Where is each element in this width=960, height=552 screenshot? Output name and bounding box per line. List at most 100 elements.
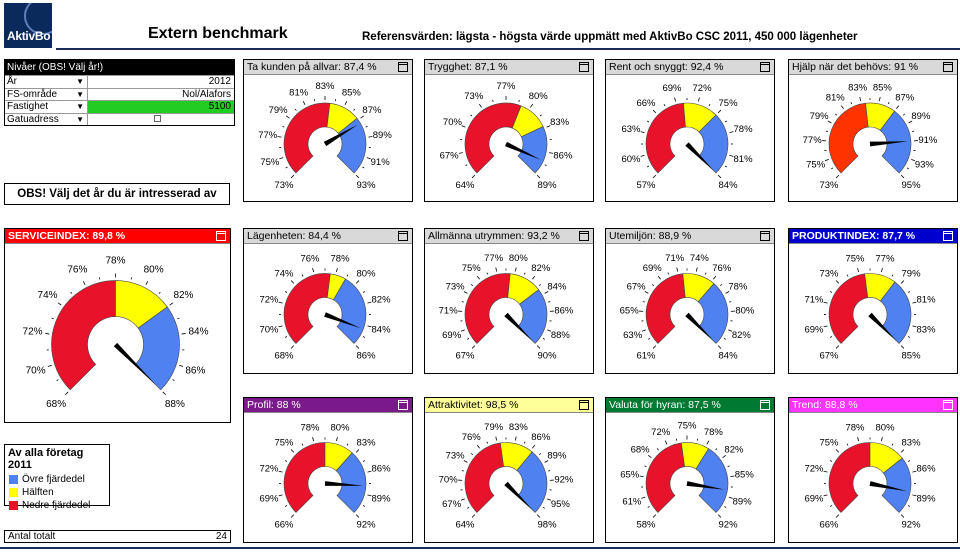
gauge-tick-label: 73% [446, 282, 466, 293]
gauge-tick [729, 131, 734, 133]
maximize-icon[interactable] [760, 231, 770, 241]
gauge-tick-label: 72% [651, 427, 671, 438]
gauge-title-text: Lägenheten: 84,4 % [247, 230, 341, 242]
maximize-icon[interactable] [398, 400, 408, 410]
gauge-tick [902, 113, 906, 116]
gauge-tick [717, 174, 722, 179]
gauge-title-text: Attraktivitet: 98,5 % [428, 399, 519, 411]
gauge-svg: 61% 63% 65% 67% 69%71% 74%76% 78% 80% 82% 84% [620, 253, 755, 362]
maximize-icon[interactable] [579, 400, 589, 410]
gauge-tick [461, 470, 464, 472]
gauge-tick-label: 85% [342, 87, 362, 98]
gauge-tick-label: 71% [665, 253, 685, 264]
gauge-tick [278, 470, 283, 473]
filter-value-year[interactable]: 2012 [208, 76, 231, 87]
dropdown-arrow-icon[interactable]: ▼ [76, 102, 84, 111]
gauge-tick [651, 284, 655, 286]
filter-row-fastighet[interactable]: Fastighet ▼ 5100 [5, 100, 234, 113]
gauge-tick [907, 291, 911, 293]
gauge-tick [169, 302, 174, 306]
filter-value-fs-omrade[interactable]: Nol/Alafors [182, 88, 231, 100]
gauge-tick [642, 301, 645, 303]
gauge-tick [724, 165, 728, 168]
maximize-icon[interactable] [943, 231, 953, 241]
gauge-tick [900, 514, 905, 518]
checkbox-icon[interactable] [154, 114, 161, 122]
gauge-tick [285, 166, 288, 169]
dropdown-arrow-icon[interactable]: ▼ [76, 77, 84, 86]
maximize-icon[interactable] [760, 62, 770, 72]
gauge-title: Ta kunden på allvar: 87,4 % [244, 60, 412, 75]
gauge-tick [900, 174, 905, 179]
gauge-tick [70, 291, 73, 294]
gauge-title: Allmänna utrymmen: 93,2 % [425, 229, 593, 244]
filter-row-gatuadress[interactable]: Gatuadress ▼ [5, 112, 234, 126]
gauge-tick-label: 89% [917, 494, 937, 505]
gauge-tick [652, 514, 657, 518]
gauge-tick [172, 379, 175, 381]
gauge-tick [365, 126, 368, 128]
maximize-icon[interactable] [943, 62, 953, 72]
gauge-tick [908, 120, 913, 124]
maximize-icon[interactable] [398, 62, 408, 72]
gauge-tick [695, 267, 698, 272]
gauge-tick [829, 505, 833, 507]
gauge-tick-label: 83% [550, 117, 570, 128]
gauge-tick [82, 281, 86, 286]
filter-value-gatuadress[interactable] [88, 114, 234, 126]
gauge-title: PRODUKTINDEX: 87,7 % [789, 229, 957, 244]
maximize-icon[interactable] [398, 231, 408, 241]
gauge-tick-label: 88% [551, 330, 571, 341]
maximize-icon[interactable] [216, 231, 226, 241]
gauge-tick-label: 78% [845, 422, 865, 433]
gauge-needle [505, 141, 541, 160]
gauge-tick-label: 76% [712, 263, 732, 274]
dropdown-arrow-icon[interactable]: ▼ [76, 114, 84, 124]
gauge-svg: 66% 69% 72% 75% 78% 80% 83% 86% 89% 92% [259, 422, 391, 530]
gauge-tick [290, 280, 295, 284]
gauge-tick-label: 78% [734, 124, 754, 135]
gauge-tick-label: 84% [188, 326, 208, 337]
gauge-tick [729, 301, 732, 303]
filter-label: År [7, 76, 17, 87]
obs-select-year-button[interactable]: OBS! Välj det år du är intresserad av [4, 183, 230, 205]
gauge-tick [640, 131, 645, 133]
gauge-tick [717, 109, 722, 114]
gauge-tick [467, 506, 470, 509]
gauge-tick [728, 496, 733, 499]
gauge-tick [896, 105, 900, 110]
gauge-tick [647, 506, 650, 508]
gauge-tick [290, 514, 295, 518]
gauge-tick-label: 93% [357, 180, 377, 191]
gauge-tick-label: 75% [677, 421, 697, 432]
filter-row-fs-omrade[interactable]: FS-område ▼ Nol/Alafors [5, 87, 234, 100]
gauge-tick [663, 103, 666, 107]
gauge-tick [906, 167, 909, 170]
gauge-tick [486, 272, 489, 275]
gauge-tick-label: 95% [551, 499, 571, 510]
gauge-tick [724, 120, 728, 123]
gauge-tick [891, 274, 894, 277]
maximize-icon[interactable] [579, 231, 589, 241]
maximize-icon[interactable] [943, 400, 953, 410]
filter-row-year[interactable]: År ▼ 2012 [5, 75, 234, 88]
gauge-tick [912, 494, 917, 497]
gauge-tick-label: 76% [67, 265, 87, 276]
gauge-tick-label: 86% [917, 463, 937, 474]
filter-value-fastighet[interactable]: 5100 [88, 101, 234, 113]
gauge-tick-label: 78% [105, 256, 125, 267]
maximize-icon[interactable] [760, 400, 770, 410]
gauge-tick [717, 345, 722, 349]
gauge-panel-rent-snyggt: Rent och snyggt: 92,4 % 57% 60% 63% 66% 69% 72… [605, 59, 775, 202]
gauge-tick-label: 73% [274, 180, 294, 191]
gauge-tick-label: 72% [23, 326, 43, 337]
dropdown-arrow-icon[interactable]: ▼ [76, 89, 84, 99]
gauge-tick [907, 460, 911, 462]
gauge-tick [290, 345, 295, 349]
gauge-tick [704, 272, 707, 275]
gauge-tick [362, 291, 366, 293]
gauge-panel-trend: Trend: 88,8 % 66% 69% 72% 75% 78% 80% 83% 86% 89%… [788, 397, 958, 543]
maximize-icon[interactable] [579, 62, 589, 72]
antal-totalt-row: Antal totalt 24 [4, 530, 231, 543]
gauge-tick [825, 130, 828, 132]
